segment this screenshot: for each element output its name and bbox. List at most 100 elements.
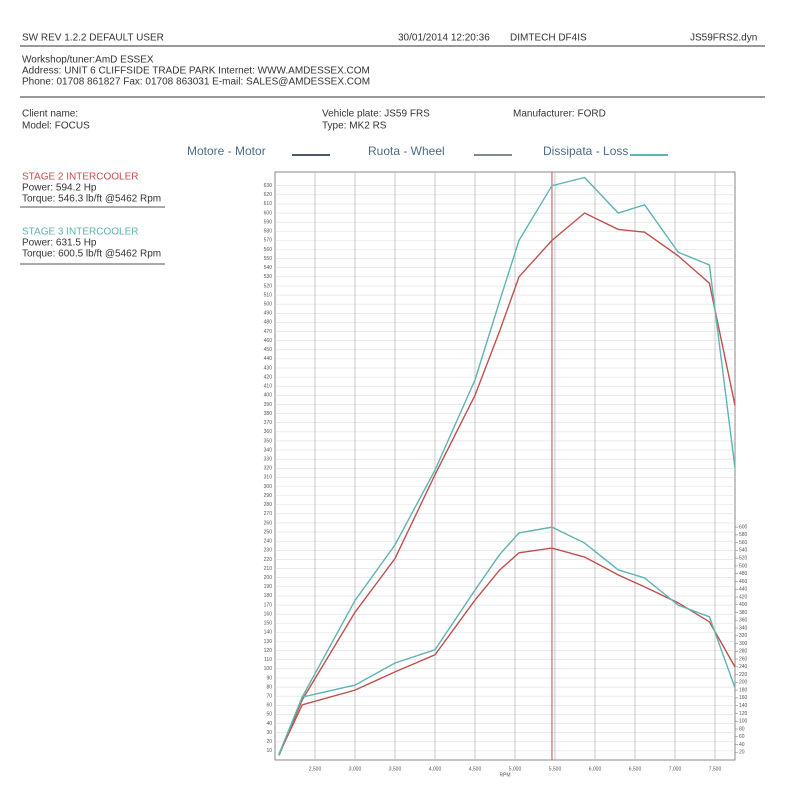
x-tick-label: 4,000 <box>429 766 442 772</box>
run-torque: Torque: 600.5 lb/ft @5462 Rpm <box>22 249 161 260</box>
y2-tick-label: 400 <box>739 602 748 608</box>
y-tick-label: 530 <box>264 274 273 280</box>
y2-tick-label: 440 <box>739 587 748 593</box>
y-tick-label: 290 <box>264 493 273 499</box>
y-tick-label: 70 <box>266 694 272 700</box>
y-tick-label: 260 <box>264 520 273 526</box>
curve <box>278 526 736 755</box>
y-tick-label: 480 <box>264 320 273 326</box>
y2-tick-label: 460 <box>739 579 748 585</box>
x-tick-label: 6,000 <box>589 766 602 772</box>
x-tick-label: 5,000 <box>509 766 522 772</box>
y-tick-label: 210 <box>264 566 273 572</box>
y-tick-label: 10 <box>266 748 272 754</box>
x-tick-label: 2,500 <box>309 766 322 772</box>
y-tick-label: 560 <box>264 247 273 253</box>
y2-tick-label: 240 <box>739 664 748 670</box>
x-tick-label: 4,500 <box>469 766 482 772</box>
y2-tick-label: 480 <box>739 571 748 577</box>
y2-tick-label: 20 <box>739 750 745 756</box>
curve <box>278 547 736 755</box>
y-tick-label: 340 <box>264 447 273 453</box>
y-tick-label: 410 <box>264 384 273 390</box>
y-tick-label: 120 <box>264 648 273 654</box>
y-tick-label: 240 <box>264 539 273 545</box>
y2-tick-label: 340 <box>739 625 748 631</box>
y-tick-label: 610 <box>264 201 273 207</box>
x-tick-label: 7,000 <box>669 766 682 772</box>
y-tick-label: 30 <box>266 730 272 736</box>
y-tick-label: 130 <box>264 639 273 645</box>
y-tick-label: 400 <box>264 393 273 399</box>
y-tick-label: 570 <box>264 238 273 244</box>
manufacturer: Manufacturer: FORD <box>513 109 606 120</box>
run-name: STAGE 2 INTERCOOLER <box>22 172 139 183</box>
phone: Phone: 01708 861827 Fax: 01708 863031 E-… <box>22 77 370 88</box>
y-tick-label: 470 <box>264 329 273 335</box>
y2-tick-label: 300 <box>739 641 748 647</box>
y-tick-label: 190 <box>264 584 273 590</box>
y-tick-label: 60 <box>266 703 272 709</box>
legend-label: Ruota - Wheel <box>368 144 445 158</box>
y-tick-label: 380 <box>264 411 273 417</box>
y-tick-label: 540 <box>264 265 273 271</box>
y-tick-label: 330 <box>264 456 273 462</box>
file: JS59FRS2.dyn <box>690 33 757 44</box>
y-tick-label: 180 <box>264 593 273 599</box>
y2-tick-label: 320 <box>739 633 748 639</box>
date: 30/01/2014 12:20:36 <box>398 33 490 44</box>
y-tick-label: 350 <box>264 438 273 444</box>
y-tick-label: 590 <box>264 219 273 225</box>
y-tick-label: 20 <box>266 739 272 745</box>
y2-tick-label: 160 <box>739 695 748 701</box>
y2-tick-label: 220 <box>739 672 748 678</box>
y-tick-label: 510 <box>264 292 273 298</box>
y-tick-label: 370 <box>264 420 273 426</box>
y2-tick-label: 60 <box>739 734 745 740</box>
y-tick-label: 620 <box>264 192 273 198</box>
y-tick-label: 550 <box>264 256 273 262</box>
y-tick-label: 270 <box>264 511 273 517</box>
run-name: STAGE 3 INTERCOOLER <box>22 227 139 238</box>
y-tick-label: 360 <box>264 429 273 435</box>
y-tick-label: 160 <box>264 611 273 617</box>
x-tick-label: 6,500 <box>629 766 642 772</box>
y2-tick-label: 500 <box>739 563 748 569</box>
y-tick-label: 490 <box>264 311 273 317</box>
x-tick-label: 5,500 <box>549 766 562 772</box>
y-tick-label: 390 <box>264 402 273 408</box>
x-tick-label: 3,500 <box>389 766 402 772</box>
y2-tick-label: 180 <box>739 687 748 693</box>
y2-tick-label: 120 <box>739 711 748 717</box>
workshop: Workshop/tuner:AmD ESSEX <box>22 55 154 66</box>
y-tick-label: 300 <box>264 484 273 490</box>
x-tick-label: 3,000 <box>349 766 362 772</box>
y-tick-label: 310 <box>264 475 273 481</box>
y-tick-label: 170 <box>264 602 273 608</box>
vehicle-type: Type: MK2 RS <box>322 121 387 132</box>
client: Client name: <box>22 109 78 120</box>
y-tick-label: 100 <box>264 666 273 672</box>
y-tick-label: 440 <box>264 356 273 362</box>
y2-tick-label: 360 <box>739 618 748 624</box>
plate: Vehicle plate: JS59 FRS <box>322 109 430 120</box>
y-tick-label: 430 <box>264 365 273 371</box>
y2-tick-label: 200 <box>739 680 748 686</box>
y-tick-label: 320 <box>264 466 273 472</box>
y2-tick-label: 420 <box>739 594 748 600</box>
curve <box>278 212 736 756</box>
y-tick-label: 420 <box>264 374 273 380</box>
y-tick-label: 220 <box>264 557 273 563</box>
y2-tick-label: 80 <box>739 726 745 732</box>
y-tick-label: 500 <box>264 302 273 308</box>
y2-tick-label: 600 <box>739 524 748 530</box>
y2-tick-label: 580 <box>739 532 748 538</box>
x-axis-title: RPM <box>499 772 510 778</box>
y-tick-label: 450 <box>264 347 273 353</box>
y-tick-label: 600 <box>264 210 273 216</box>
device: DIMTECH DF4IS <box>510 33 587 44</box>
y-tick-label: 520 <box>264 283 273 289</box>
y-tick-label: 110 <box>264 657 272 663</box>
y-tick-label: 460 <box>264 338 273 344</box>
